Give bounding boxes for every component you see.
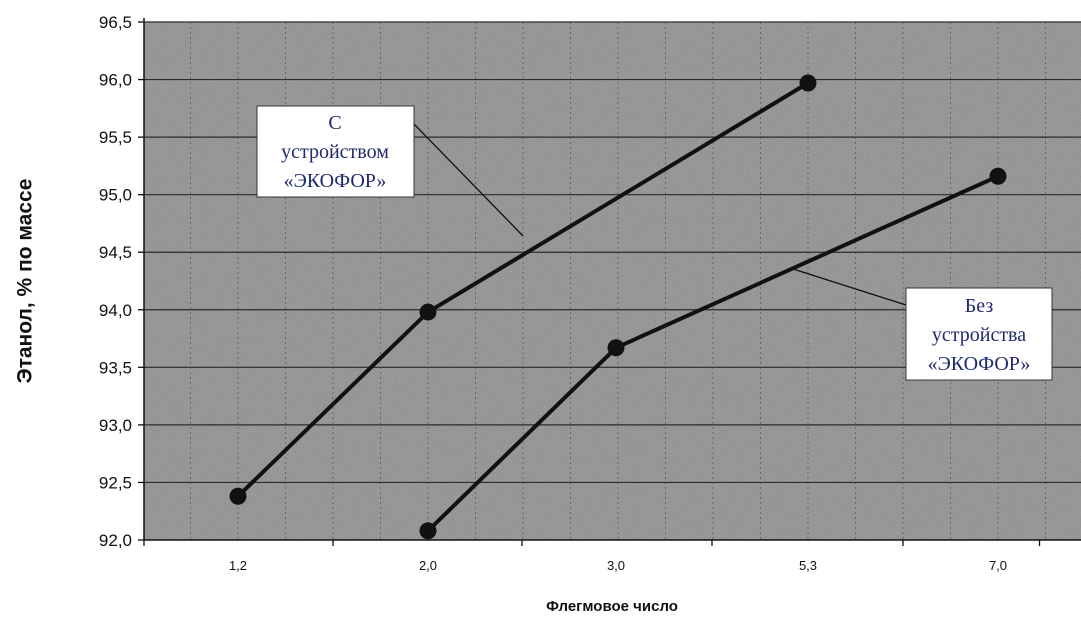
data-point-marker (229, 487, 247, 505)
callout-leader-line (789, 267, 907, 306)
y-tick-label: 96,5 (99, 13, 132, 32)
x-tick-labels: 1,2 2,0 3,0 5,3 7,0 (229, 558, 1007, 573)
callout-leader-line (413, 123, 524, 237)
y-axis-title: Этанол, % по массе (14, 179, 37, 384)
axes (138, 18, 1081, 546)
data-point-marker (989, 167, 1007, 185)
y-tick-label: 93,5 (99, 358, 132, 377)
y-tick-label: 92,5 (99, 473, 132, 492)
callout-text-line: «ЭКОФОР» (928, 353, 1031, 375)
y-tick-label: 94,0 (99, 301, 132, 320)
callout-box (905, 287, 1053, 381)
y-tick-label: 93,0 (99, 416, 132, 435)
y-tick-label: 96,0 (99, 71, 132, 90)
data-point-marker (419, 303, 437, 321)
x-axis-title: Флегмовое число (546, 598, 678, 615)
callout-text-line: Без (965, 295, 994, 317)
callout-text-line: устройства (932, 324, 1026, 346)
y-tick-labels: 92,0 92,5 93,0 93,5 94,0 94,5 95,0 95,5 96,0 96,5 (99, 13, 132, 550)
y-tick-label: 92,0 (99, 531, 132, 550)
callout-text-line: С (328, 112, 341, 134)
x-tick-label: 5,3 (799, 558, 817, 573)
data-series (229, 74, 1007, 540)
callout-text-line: «ЭКОФОР» (284, 170, 387, 192)
x-tick-label: 3,0 (607, 558, 625, 573)
x-tick-label: 7,0 (989, 558, 1007, 573)
y-tick-label: 95,5 (99, 128, 132, 147)
callout-leader-lines (413, 123, 907, 306)
series-2 (419, 167, 1007, 540)
data-point-marker (607, 339, 625, 357)
x-tick-label: 1,2 (229, 558, 247, 573)
callout-text-line: устройством (281, 141, 389, 163)
data-point-marker (419, 522, 437, 540)
plot-texture (144, 22, 1081, 540)
series-1 (229, 74, 817, 505)
data-point-marker (799, 74, 817, 92)
plot-area (144, 22, 1081, 540)
callout-2: Без устройства «ЭКОФОР» (905, 287, 1053, 381)
x-tick-label: 2,0 (419, 558, 437, 573)
callout-box (256, 105, 415, 198)
y-tick-label: 95,0 (99, 186, 132, 205)
y-tick-label: 94,5 (99, 243, 132, 262)
